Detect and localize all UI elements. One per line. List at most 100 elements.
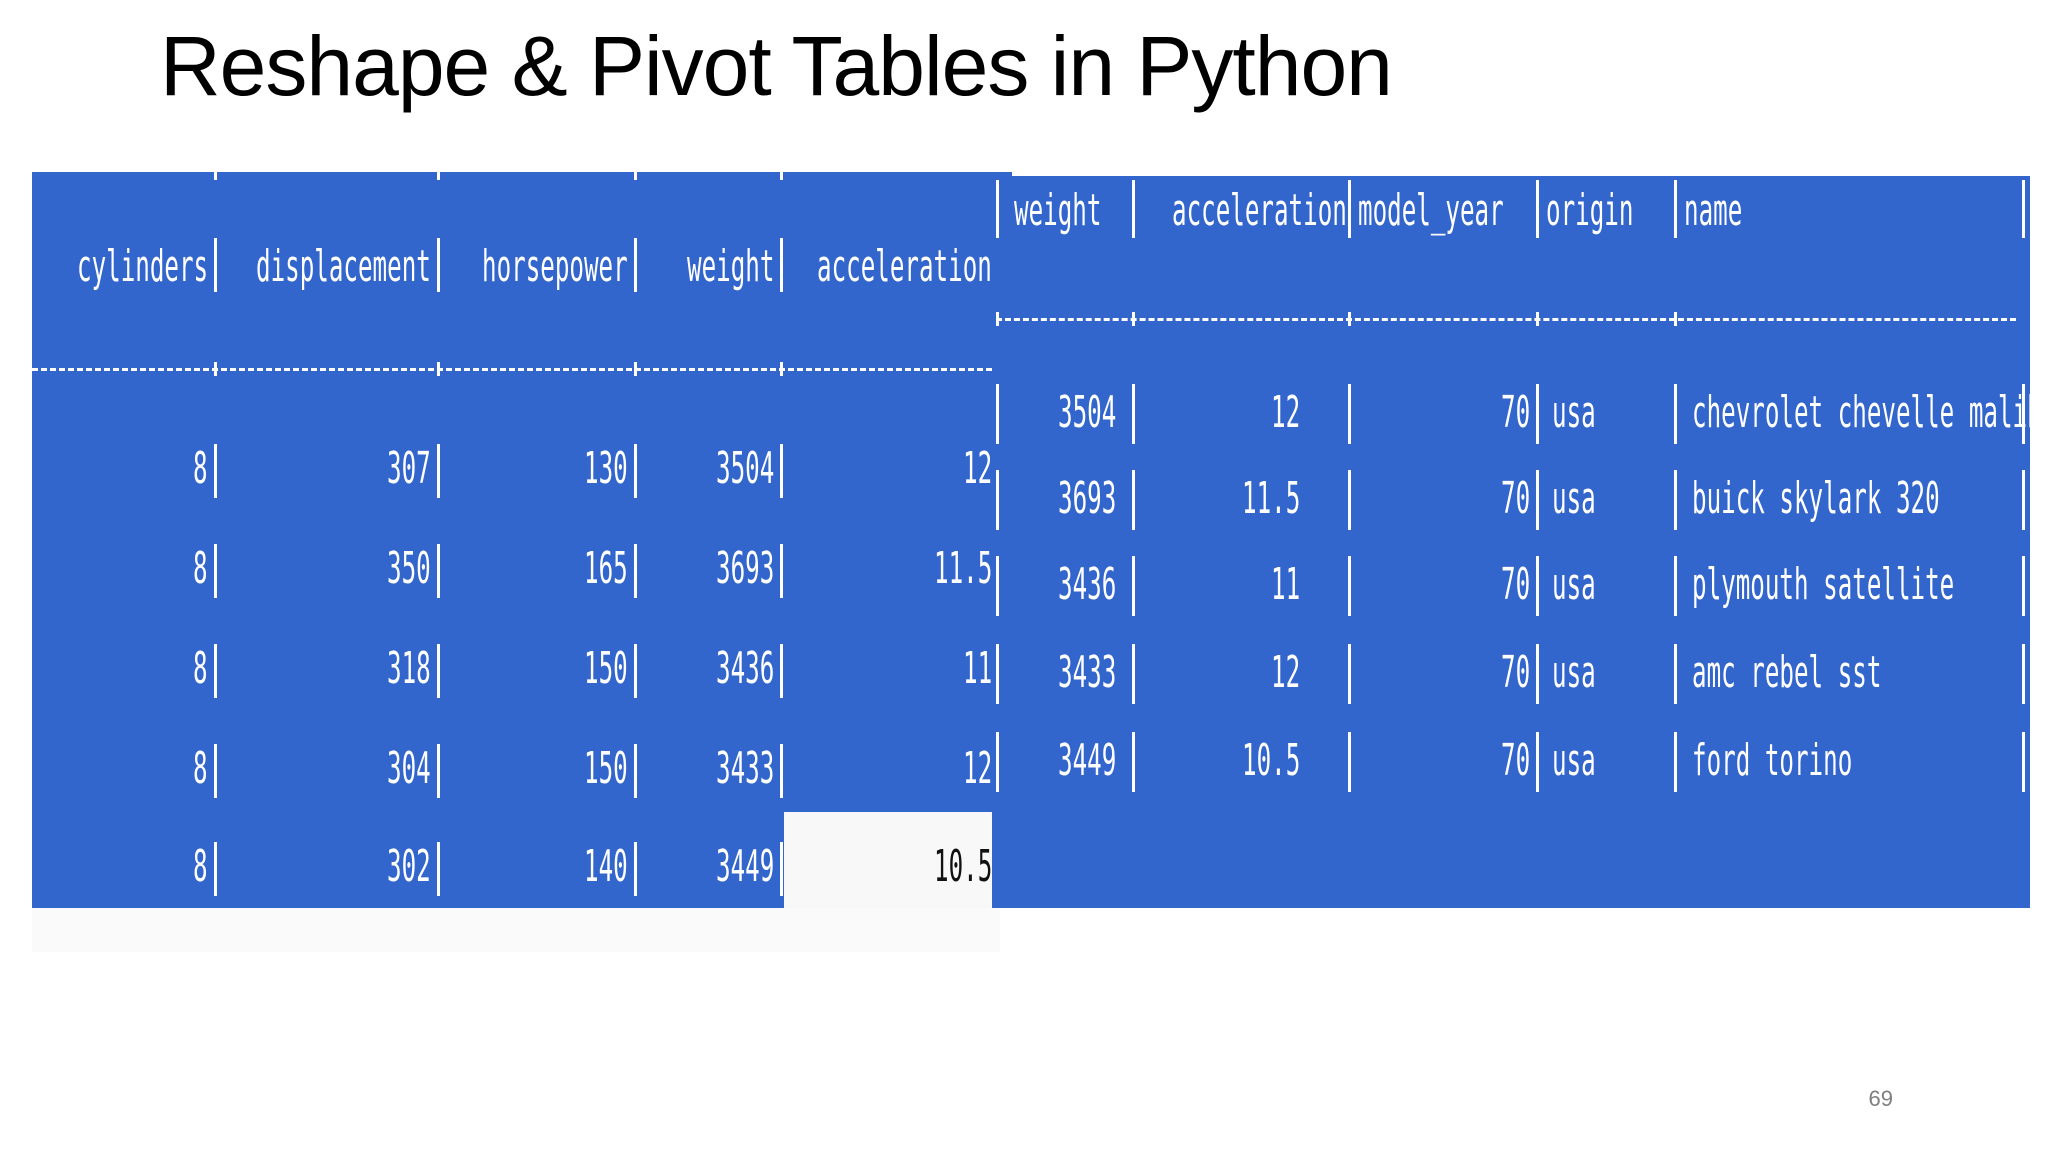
table-cell: 70 bbox=[1501, 648, 1554, 698]
divider-tick bbox=[634, 362, 637, 376]
table-cell: 12 bbox=[1271, 388, 1324, 438]
table-cell: 350 bbox=[387, 544, 466, 594]
table-cell: 3433 bbox=[1058, 648, 1164, 698]
column-separator bbox=[634, 544, 637, 598]
column-separator bbox=[2022, 470, 2025, 530]
table-cell-text: 3449 bbox=[715, 841, 774, 892]
column-header-text: origin bbox=[1546, 185, 1634, 236]
column-separator bbox=[214, 842, 217, 896]
table-cell-text: 165 bbox=[584, 543, 628, 594]
column-header: origin bbox=[1546, 186, 1705, 236]
column-separator bbox=[1348, 556, 1351, 616]
column-separator bbox=[1674, 384, 1677, 444]
table-cell-text: 130 bbox=[584, 443, 628, 494]
column-separator bbox=[2022, 384, 2025, 444]
left-table: cylinders displacement horsepower weight acc… bbox=[32, 172, 1012, 908]
column-separator bbox=[1132, 732, 1135, 792]
table-cell: 150 bbox=[584, 644, 663, 694]
header-divider bbox=[32, 368, 992, 371]
table-cell-text: 3504 bbox=[715, 443, 774, 494]
table-cell-text: 8 bbox=[193, 643, 208, 694]
column-separator bbox=[1674, 470, 1677, 530]
table-cell: 11 bbox=[963, 644, 1012, 694]
column-header-text: cylinders bbox=[76, 241, 208, 292]
table-cell: 11.5 bbox=[934, 544, 1012, 594]
table-cell: 3693 bbox=[716, 544, 822, 594]
column-separator bbox=[1132, 384, 1135, 444]
column-separator bbox=[2022, 556, 2025, 616]
table-cell: 8 bbox=[193, 644, 220, 694]
divider-tick bbox=[780, 362, 783, 376]
column-separator bbox=[634, 444, 637, 498]
slide-title: Reshape & Pivot Tables in Python bbox=[160, 19, 1393, 113]
table-cell: usa bbox=[1552, 736, 1631, 786]
column-separator bbox=[634, 644, 637, 698]
table-cell: 3693 bbox=[1058, 474, 1164, 524]
column-header-text: weight bbox=[1014, 185, 1102, 236]
column-separator bbox=[780, 544, 783, 598]
column-separator bbox=[214, 544, 217, 598]
column-separator bbox=[1348, 470, 1351, 530]
divider-tick bbox=[437, 172, 440, 180]
table-cell: 3436 bbox=[1058, 560, 1164, 610]
column-separator bbox=[634, 842, 637, 896]
table-cell: usa bbox=[1552, 560, 1631, 610]
table-cell: chevrolet chevelle malibu bbox=[1692, 388, 2030, 438]
right-table: weight acceleration model_year origin name 35… bbox=[992, 176, 2030, 908]
table-cell-text: 12 bbox=[1270, 647, 1300, 698]
table-cell: ford torino bbox=[1692, 736, 1983, 786]
table-cell-text: 11.5 bbox=[1241, 473, 1300, 524]
table-cell-text: 3504 bbox=[1057, 387, 1116, 438]
column-separator bbox=[437, 238, 440, 292]
column-separator bbox=[1132, 180, 1135, 238]
column-header: cylinders bbox=[77, 242, 315, 292]
table-cell: 140 bbox=[584, 842, 663, 892]
column-separator bbox=[1536, 556, 1539, 616]
column-separator bbox=[1348, 644, 1351, 704]
column-separator bbox=[437, 744, 440, 798]
column-header: acceleration bbox=[817, 242, 1012, 292]
divider-tick bbox=[1348, 312, 1351, 326]
column-header: name bbox=[1684, 186, 1790, 236]
table-cell: amc rebel sst bbox=[1692, 648, 2030, 698]
table-cell: 3436 bbox=[716, 644, 822, 694]
table-cell-text: 12 bbox=[1270, 387, 1300, 438]
column-header: model_year bbox=[1358, 186, 1623, 236]
table-cell: 12 bbox=[963, 444, 1012, 494]
table-cell: 304 bbox=[387, 744, 466, 794]
table-cell: buick skylark 320 bbox=[1692, 474, 2030, 524]
table-cell: plymouth satellite bbox=[1692, 560, 2030, 610]
column-header-text: horsepower bbox=[482, 241, 628, 292]
column-separator bbox=[1674, 180, 1677, 238]
column-separator bbox=[780, 842, 783, 896]
table-cell: 3449 bbox=[716, 842, 822, 892]
column-separator bbox=[996, 180, 999, 238]
column-separator bbox=[437, 644, 440, 698]
table-cell: 8 bbox=[193, 444, 220, 494]
table-cell: 8 bbox=[193, 544, 220, 594]
table-cell-text: 150 bbox=[584, 643, 628, 694]
column-separator bbox=[1348, 384, 1351, 444]
table-cell-text: 70 bbox=[1500, 387, 1530, 438]
divider-tick bbox=[634, 172, 637, 180]
table-cell: 12 bbox=[963, 744, 1012, 794]
table-cell: 70 bbox=[1501, 388, 1554, 438]
column-separator bbox=[996, 644, 999, 704]
table-cell: 307 bbox=[387, 444, 466, 494]
table-cell-text: chevrolet chevelle malibu bbox=[1692, 387, 2030, 438]
table-cell-text: 3433 bbox=[715, 743, 774, 794]
column-separator bbox=[1536, 644, 1539, 704]
column-header-text: name bbox=[1684, 185, 1743, 236]
column-separator bbox=[1536, 180, 1539, 238]
table-cell-text: 10.5 bbox=[1241, 735, 1300, 786]
table-cell-text: 8 bbox=[193, 543, 208, 594]
column-separator bbox=[1674, 644, 1677, 704]
column-header-text: acceleration bbox=[817, 241, 992, 292]
column-header-text: acceleration bbox=[1172, 185, 1347, 236]
column-separator bbox=[214, 644, 217, 698]
column-header: weight bbox=[687, 242, 846, 292]
table-cell-text: 8 bbox=[193, 841, 208, 892]
divider-tick bbox=[1674, 312, 1677, 326]
table-cell: 3504 bbox=[716, 444, 822, 494]
divider-tick bbox=[1132, 312, 1135, 326]
